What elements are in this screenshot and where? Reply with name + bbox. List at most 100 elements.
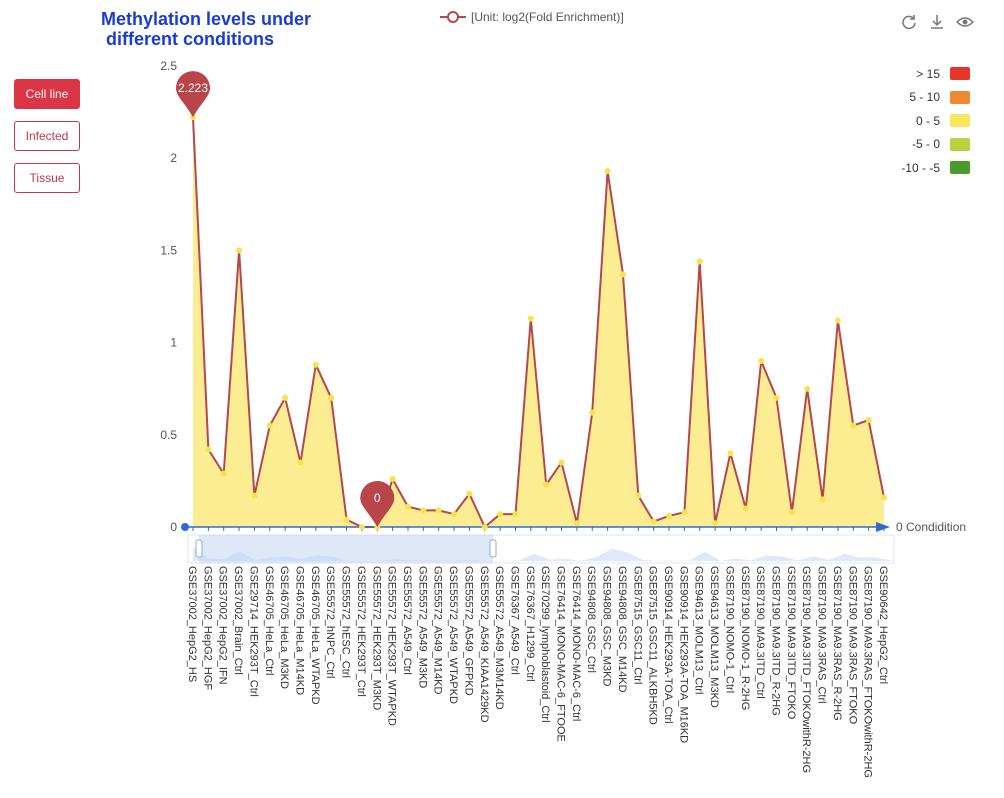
x-tick-label: GSE37002_HepG2_HGF [201, 566, 213, 690]
visual-map-item[interactable]: -10 - -5 [880, 156, 970, 180]
chart-title: Methylation levels under different condi… [101, 9, 311, 49]
refresh-icon[interactable] [900, 13, 918, 31]
data-point[interactable] [773, 394, 780, 401]
data-zoom-preview [193, 546, 891, 561]
marker-pin[interactable]: 2.223 [176, 71, 210, 118]
x-tick-label: GSE87190_NOMO-1_R-2HG [739, 566, 751, 710]
data-point[interactable] [788, 509, 795, 516]
data-point[interactable] [573, 520, 580, 527]
visual-map-swatch[interactable] [950, 114, 970, 128]
data-point[interactable] [205, 446, 212, 453]
x-tick-label: GSE55572_HEK293T_Ctrl [355, 566, 367, 697]
data-point[interactable] [266, 422, 273, 429]
data-point[interactable] [282, 394, 289, 401]
data-point[interactable] [312, 361, 319, 368]
visual-map-item[interactable]: -5 - 0 [880, 133, 970, 157]
data-point[interactable] [650, 518, 657, 525]
marker-pin[interactable]: 0 [360, 481, 395, 527]
data-point[interactable] [512, 511, 519, 518]
data-point[interactable] [343, 516, 350, 523]
data-point[interactable] [666, 512, 673, 519]
side-button-infected[interactable]: Infected [14, 121, 80, 151]
x-tick-label: GSE37002_Brain_Ctrl [232, 566, 244, 675]
data-zoom-handle-right[interactable] [489, 539, 497, 558]
y-tick-label: 0 [170, 520, 177, 534]
data-point[interactable] [589, 409, 596, 416]
visual-map-swatch[interactable] [950, 137, 970, 151]
series-legend[interactable]: [Unit: log2(Fold Enrichment)] [440, 10, 624, 24]
side-button-cell-line[interactable]: Cell line [14, 79, 80, 109]
toolbox [900, 13, 975, 31]
data-point[interactable] [696, 258, 703, 265]
x-tick-label: GSE87190_MA9.3RAS_FTOKO [846, 566, 858, 725]
x-tick-label: GSE87190_MA9.3RAS_Ctrl [816, 566, 828, 704]
data-point[interactable] [558, 459, 565, 466]
data-point[interactable] [712, 520, 719, 527]
data-point[interactable] [543, 481, 550, 488]
data-point[interactable] [236, 247, 243, 254]
data-point[interactable] [435, 507, 442, 514]
legend-line-marker-icon [440, 11, 466, 23]
marker-pin-label: 0 [374, 491, 381, 505]
visual-map-swatch[interactable] [950, 67, 970, 81]
data-point[interactable] [374, 524, 381, 530]
visual-map-item[interactable]: 0 - 5 [880, 109, 970, 133]
data-zoom-handle-left[interactable] [195, 539, 203, 558]
data-point[interactable] [527, 315, 534, 322]
x-tick-label: GSE55572_hNPC_Ctrl [324, 566, 336, 679]
y-tick-label: 2.5 [160, 59, 177, 73]
side-button-tissue[interactable]: Tissue [14, 163, 80, 193]
data-point[interactable] [758, 358, 765, 365]
data-point[interactable] [497, 511, 504, 518]
data-point[interactable] [834, 317, 841, 324]
visual-map-item[interactable]: > 15 [880, 62, 970, 86]
data-point[interactable] [804, 385, 811, 392]
data-point[interactable] [881, 494, 887, 501]
visual-map-swatch[interactable] [950, 161, 970, 175]
visual-map-item[interactable]: 5 - 10 [880, 86, 970, 110]
x-tick-label: GSE46705_HeLa_WTAPKD [309, 566, 321, 705]
visual-map-label: 5 - 10 [909, 90, 940, 105]
data-point[interactable] [251, 492, 258, 499]
x-tick-label: GSE55572_A549_KIAA1429KD [478, 566, 490, 723]
data-point[interactable] [297, 459, 304, 466]
x-tick-label: GSE87515_GSC11_ALKBH5KD [647, 566, 659, 725]
download-icon[interactable] [928, 13, 946, 31]
data-point[interactable] [727, 450, 734, 457]
x-tick-label: GSE55572_A549_Ctrl [401, 566, 413, 675]
x-tick-label: GSE46705_HeLa_M14KD [293, 566, 305, 695]
data-point[interactable] [635, 492, 642, 499]
eye-icon[interactable] [955, 13, 975, 31]
data-point[interactable] [481, 524, 488, 530]
data-point[interactable] [604, 168, 611, 175]
x-tick-label: GSE55572_A549_M3M14KD [493, 566, 505, 710]
data-point[interactable] [358, 524, 365, 530]
visual-map-label: -10 - -5 [901, 160, 940, 175]
data-point[interactable] [451, 511, 458, 518]
data-point[interactable] [681, 509, 688, 516]
visual-map-swatch[interactable] [950, 90, 970, 104]
data-zoom-track[interactable] [187, 534, 895, 564]
x-tick-label: GSE94613_MOLM13_M3KD [708, 566, 720, 708]
data-point[interactable] [404, 503, 411, 510]
data-point[interactable] [190, 114, 196, 121]
data-point[interactable] [328, 394, 335, 401]
x-tick-label: GSE55572_HEK293T_M3KD [370, 566, 382, 710]
data-point[interactable] [466, 490, 473, 497]
x-tick-label: GSE90914_HEK293A-TOA_M16KD [677, 566, 689, 743]
data-point[interactable] [742, 505, 749, 512]
x-tick-label: GSE94808_GSC_M14KD [616, 566, 628, 693]
chart-title-line-1: Methylation levels under [101, 9, 312, 29]
data-point[interactable] [819, 496, 826, 503]
x-tick-label: GSE87190_MA9.3ITD_FTOKO [785, 566, 797, 720]
data-point[interactable] [420, 507, 427, 514]
data-point[interactable] [865, 417, 872, 424]
data-point[interactable] [389, 476, 396, 483]
x-tick-label: GSE55572_A549_M3KD [416, 566, 428, 688]
x-tick-label: GSE55572_hESC_Ctrl [340, 566, 352, 678]
marker-pin-shape [176, 71, 210, 118]
data-point[interactable] [619, 271, 626, 278]
data-point[interactable] [850, 422, 857, 429]
data-zoom-window[interactable] [199, 535, 493, 563]
data-point[interactable] [220, 470, 227, 477]
